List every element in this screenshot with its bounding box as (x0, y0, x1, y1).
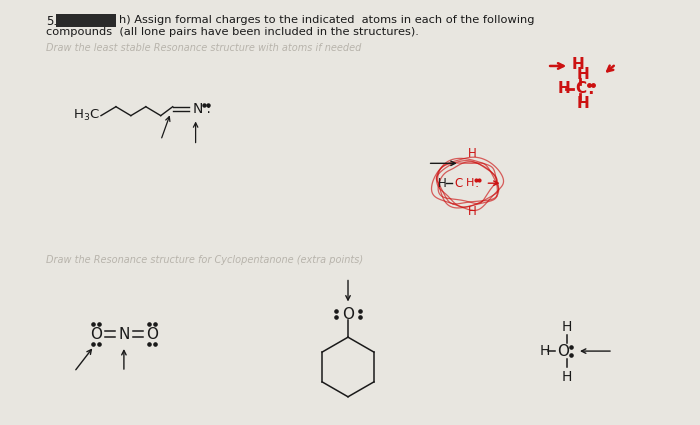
Text: 5.: 5. (46, 15, 57, 28)
Text: compounds  (all lone pairs have been included in the structures).: compounds (all lone pairs have been incl… (46, 27, 419, 37)
Text: :: : (475, 177, 479, 190)
Text: H: H (438, 177, 447, 190)
Text: C: C (454, 177, 463, 190)
Text: h) Assign formal charges to the indicated  atoms in each of the following: h) Assign formal charges to the indicate… (119, 15, 534, 25)
Text: H: H (468, 147, 477, 160)
Text: C: C (575, 81, 586, 96)
Text: O: O (146, 327, 158, 342)
Text: H: H (562, 370, 573, 384)
Text: O: O (342, 307, 354, 322)
Text: H: H (562, 320, 573, 334)
Text: H: H (557, 81, 570, 96)
Text: :: : (587, 80, 594, 98)
Text: O: O (90, 327, 102, 342)
Text: H: H (577, 96, 590, 111)
Text: H: H (466, 178, 474, 188)
Text: :: : (202, 102, 211, 116)
Text: N: N (193, 102, 203, 116)
Text: H: H (539, 344, 550, 358)
Text: H$_3$C: H$_3$C (73, 108, 100, 123)
Text: H: H (577, 68, 590, 82)
FancyBboxPatch shape (56, 14, 116, 27)
Text: N: N (118, 327, 130, 342)
Text: O: O (557, 343, 569, 359)
Text: H: H (468, 204, 477, 218)
Text: Draw the Resonance structure for Cyclopentanone (extra points): Draw the Resonance structure for Cyclope… (46, 255, 363, 265)
Text: Draw the least stable Resonance structure with atoms if needed: Draw the least stable Resonance structur… (46, 43, 362, 53)
Text: H: H (572, 57, 585, 73)
